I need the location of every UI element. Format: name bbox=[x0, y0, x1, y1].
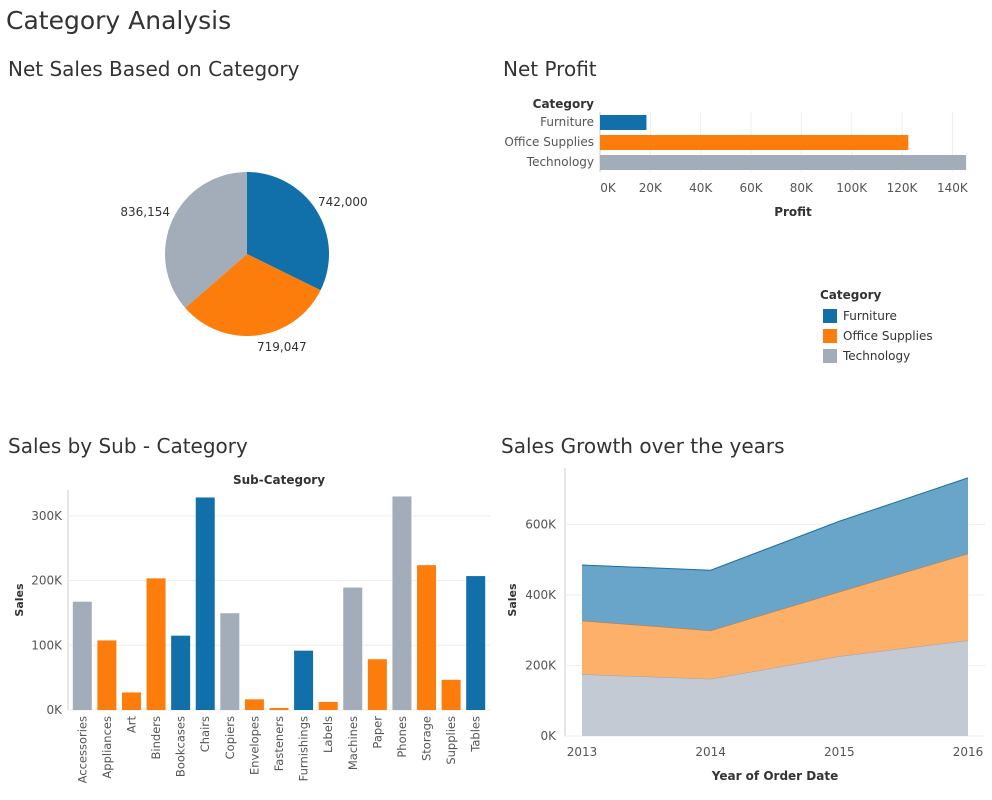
subcategory-bar-storage bbox=[417, 565, 437, 710]
growth-line-office-supplies bbox=[581, 553, 969, 632]
profit-x-tick-label: 40K bbox=[689, 181, 713, 195]
subcategory-bar-labels bbox=[318, 701, 338, 710]
subcategory-x-tick-label: Binders bbox=[149, 716, 163, 759]
profit-bar-office-supplies bbox=[600, 135, 909, 150]
profit-x-tick-label: 0K bbox=[600, 181, 617, 195]
profit-bar-furniture bbox=[600, 115, 647, 130]
subcategory-x-tick-label: Fasteners bbox=[272, 716, 286, 771]
subcategory-bar-machines bbox=[343, 587, 363, 710]
legend-label: Office Supplies bbox=[843, 329, 933, 343]
profit-category-label: Furniture bbox=[540, 115, 594, 129]
subcategory-bar-phones bbox=[392, 496, 412, 710]
pie-value-label: 836,154 bbox=[120, 205, 170, 219]
subcategory-bar-copiers bbox=[220, 613, 240, 710]
profit-x-tick-label: 140K bbox=[937, 181, 969, 195]
category-legend: Category Furniture Office Supplies Techn… bbox=[820, 288, 933, 366]
subcategory-y-axis-title: Sales bbox=[13, 583, 26, 617]
legend-swatch-technology bbox=[823, 349, 837, 363]
pie-value-label: 719,047 bbox=[257, 340, 307, 354]
growth-x-tick-label: 2013 bbox=[567, 745, 598, 759]
subcategory-y-tick-label: 200K bbox=[31, 574, 63, 588]
growth-y-tick-label: 600K bbox=[525, 517, 557, 531]
subcategory-bar-binders bbox=[146, 578, 166, 710]
subcategory-x-tick-label: Accessories bbox=[75, 716, 89, 783]
subcategory-x-tick-label: Paper bbox=[370, 716, 384, 749]
subcategory-bar-tables bbox=[466, 576, 486, 710]
growth-chart-title: Sales Growth over the years bbox=[501, 434, 785, 458]
pie-chart-title: Net Sales Based on Category bbox=[8, 57, 300, 81]
subcategory-x-tick-label: Machines bbox=[346, 716, 360, 770]
growth-y-axis-title: Sales bbox=[506, 583, 519, 617]
legend-swatch-furniture bbox=[823, 309, 837, 323]
pie-slice-furniture bbox=[247, 172, 330, 291]
profit-x-axis-title: Profit bbox=[774, 205, 812, 219]
growth-x-tick-label: 2016 bbox=[953, 745, 984, 759]
profit-bar-technology bbox=[600, 155, 967, 170]
subcategory-x-tick-label: Chairs bbox=[198, 716, 212, 752]
subcategory-x-tick-label: Furnishings bbox=[297, 716, 311, 781]
growth-y-tick-label: 400K bbox=[525, 588, 557, 602]
subcategory-x-tick-label: Tables bbox=[469, 716, 483, 753]
legend-label: Furniture bbox=[843, 309, 897, 323]
subcategory-bar-bookcases bbox=[171, 635, 191, 710]
profit-category-header: Category bbox=[533, 97, 595, 111]
subcategory-x-tick-label: Bookcases bbox=[174, 716, 188, 777]
subcategory-y-tick-label: 300K bbox=[31, 509, 63, 523]
legend-item-office-supplies[interactable]: Office Supplies bbox=[820, 326, 933, 346]
growth-line-furniture bbox=[581, 477, 969, 571]
subcategory-chart-title: Sales by Sub - Category bbox=[8, 434, 248, 458]
pie-value-label: 742,000 bbox=[318, 195, 368, 209]
subcategory-bar-chairs bbox=[195, 497, 215, 710]
subcategory-bar-envelopes bbox=[244, 699, 264, 710]
profit-x-tick-label: 100K bbox=[836, 181, 868, 195]
subcategory-x-tick-label: Phones bbox=[395, 716, 409, 758]
profit-x-tick-label: 80K bbox=[790, 181, 814, 195]
legend-title: Category bbox=[820, 288, 882, 302]
pie-slice-technology bbox=[164, 172, 247, 308]
subcategory-x-tick-label: Supplies bbox=[444, 716, 458, 765]
profit-category-label: Technology bbox=[526, 155, 594, 169]
growth-area-furniture bbox=[582, 477, 968, 631]
growth-x-tick-label: 2014 bbox=[695, 745, 726, 759]
subcategory-x-tick-label: Envelopes bbox=[247, 716, 261, 775]
legend-label: Technology bbox=[843, 349, 911, 363]
dashboard-title: Category Analysis bbox=[6, 6, 232, 35]
subcategory-header: Sub-Category bbox=[233, 473, 325, 487]
subcategory-bar-supplies bbox=[441, 679, 461, 710]
growth-area-office-supplies bbox=[582, 553, 968, 679]
subcategory-bar-accessories bbox=[72, 601, 92, 710]
legend-item-furniture[interactable]: Furniture bbox=[820, 306, 933, 326]
subcategory-x-tick-label: Labels bbox=[321, 716, 335, 753]
growth-line-technology bbox=[581, 639, 969, 680]
profit-x-tick-label: 120K bbox=[887, 181, 919, 195]
growth-area-technology bbox=[582, 640, 968, 736]
subcategory-x-tick-label: Art bbox=[124, 716, 138, 734]
legend-swatch-office-supplies bbox=[823, 329, 837, 343]
subcategory-y-tick-label: 0K bbox=[46, 703, 63, 717]
subcategory-x-tick-label: Copiers bbox=[223, 716, 237, 759]
growth-y-tick-label: 200K bbox=[525, 658, 557, 672]
growth-x-axis-title: Year of Order Date bbox=[711, 769, 838, 783]
subcategory-x-tick-label: Appliances bbox=[100, 716, 114, 779]
profit-x-tick-label: 20K bbox=[639, 181, 663, 195]
subcategory-bar-appliances bbox=[97, 640, 117, 710]
growth-y-tick-label: 0K bbox=[540, 729, 557, 743]
subcategory-y-tick-label: 100K bbox=[31, 638, 63, 652]
profit-x-tick-label: 60K bbox=[739, 181, 763, 195]
subcategory-bar-paper bbox=[367, 659, 387, 710]
legend-item-technology[interactable]: Technology bbox=[820, 346, 933, 366]
profit-chart-title: Net Profit bbox=[503, 57, 597, 81]
profit-category-label: Office Supplies bbox=[504, 135, 594, 149]
subcategory-bar-furnishings bbox=[294, 650, 314, 710]
subcategory-bar-art bbox=[121, 692, 141, 710]
pie-slice-office-supplies bbox=[185, 254, 321, 337]
growth-x-tick-label: 2015 bbox=[824, 745, 855, 759]
subcategory-bar-fasteners bbox=[269, 708, 289, 710]
subcategory-x-tick-label: Storage bbox=[420, 716, 434, 761]
